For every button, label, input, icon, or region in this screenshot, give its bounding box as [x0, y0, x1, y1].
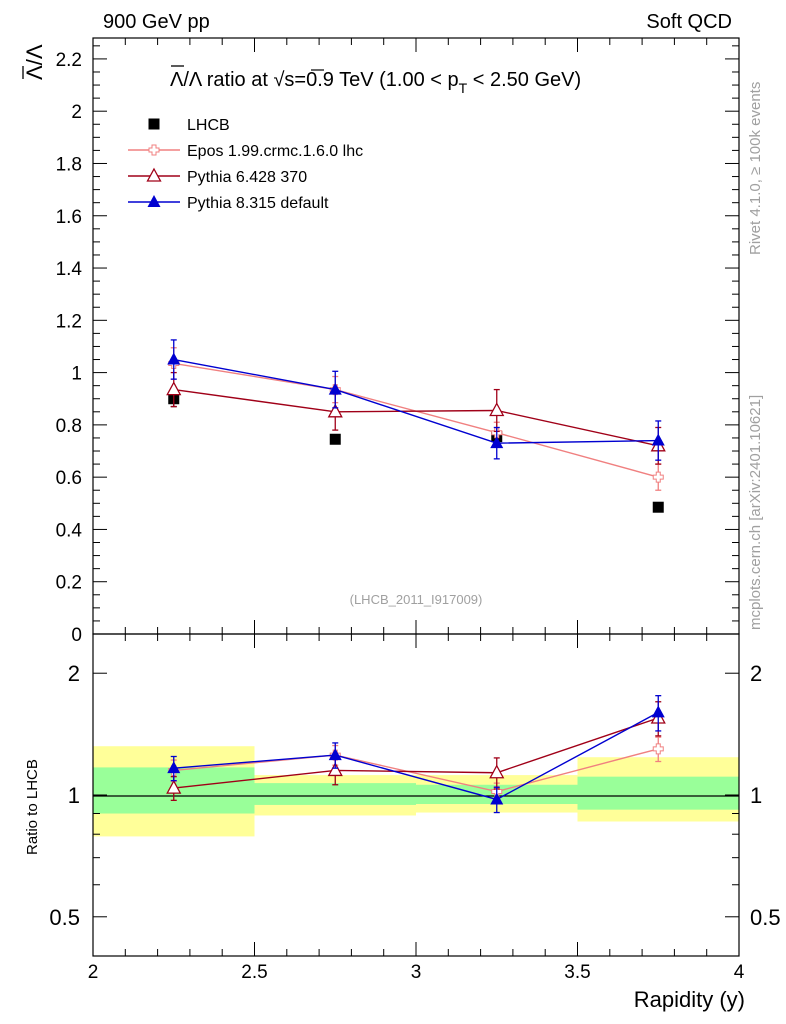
- x-tick-labels: 2 2.5 3 3.5 4: [88, 962, 745, 983]
- main-ytick-label: 1.4: [56, 259, 83, 280]
- legend-label-epos-1-99-crmc-1-6-0-lhc: Epos 1.99.crmc.1.6.0 lhc: [187, 143, 363, 160]
- main-series-pythia-6-428-370: [166, 371, 666, 465]
- main-point-pythia-8-315-default: [328, 382, 342, 395]
- main-title: Λ/Λ ratio at √s=0.9 TeV (1.00 < pT < 2.5…: [170, 65, 581, 96]
- main-point-pythia-8-315-default: [490, 436, 504, 449]
- ratio-band-green: [577, 776, 739, 810]
- ratio-point-pythia-8-315-default: [490, 792, 504, 805]
- header-right: Soft QCD: [646, 11, 732, 33]
- main-ytick-label: 1.2: [56, 311, 82, 332]
- main-ytick-label: 2: [71, 102, 82, 123]
- main-line-epos-1-99-crmc-1-6-0-lhc: [173, 362, 659, 478]
- main-ytick-label: 2.2: [56, 50, 82, 71]
- main-point-pythia-6-428-370: [489, 402, 505, 417]
- title-s: s=0.9 TeV (1.00 < p: [284, 69, 458, 91]
- x-tick-label: 2: [88, 962, 99, 983]
- x-axis-label: Rapidity (y): [634, 987, 745, 1012]
- svg-text:Λ/Λ ratio at √s=0.9 TeV (1.00: Λ/Λ ratio at √s=0.9 TeV (1.00 < pT < 2.5…: [170, 69, 581, 96]
- main-point-epos-1-99-crmc-1-6-0-lhc: [652, 471, 664, 483]
- ratio-plot-frame: [92, 633, 740, 957]
- main-series-epos-1-99-crmc-1-6-0-lhc: [168, 347, 664, 491]
- main-line-pythia-6-428-370: [173, 388, 659, 447]
- ratio-point-pythia-8-315-default: [328, 748, 342, 761]
- ratio-line-pythia-8-315-default: [173, 711, 659, 801]
- main-point-pythia-6-428-370: [166, 381, 182, 396]
- title-pre: /Λ ratio at: [183, 69, 273, 91]
- main-ytick-label: 0.2: [56, 573, 82, 594]
- ratio-ytick-label-right: 0.5: [750, 905, 781, 930]
- main-line-pythia-8-315-default: [173, 358, 659, 444]
- main-ytick-label: 0: [71, 625, 82, 646]
- title-lambda-bar: Λ: [170, 69, 184, 91]
- mcplots-label: mcplots.cern.ch [arXiv:2401.10621]: [747, 395, 764, 630]
- rivet-version-label: Rivet 4.1.0, ≥ 100k events: [747, 82, 764, 255]
- main-y-axis-label: Λ/Λ: [22, 44, 47, 80]
- legend-marker-pythia-6-428-370: [146, 167, 162, 182]
- ratio-plot-panel: 0.5 0.5 1 1 2 2: [49, 633, 781, 957]
- ratio-point-pythia-8-315-default: [167, 761, 181, 774]
- main-point-lhcb: [329, 433, 341, 445]
- ratio-ytick-label-left: 2: [68, 661, 80, 686]
- main-point-pythia-8-315-default: [651, 433, 665, 446]
- main-plot-panel: 0 0.2 0.4 0.6 0.8 1 1.2 1.4 1.6 1.8 2 2.2: [56, 37, 740, 646]
- ratio-ytick-label-right: 2: [750, 661, 762, 686]
- main-ytick-label: 0.4: [56, 520, 83, 541]
- x-tick-label: 2.5: [241, 962, 267, 983]
- ratio-ytick-label-right: 1: [750, 783, 762, 808]
- ratio-point-pythia-8-315-default: [651, 705, 665, 718]
- analysis-watermark: (LHCB_2011_I917009): [350, 592, 483, 607]
- ratio-ytick-label-left: 1: [68, 783, 80, 808]
- ratio-point-epos-1-99-crmc-1-6-0-lhc: [652, 743, 664, 755]
- header-left: 900 GeV pp: [103, 11, 210, 33]
- ratio-ytick-label-left: 0.5: [49, 905, 80, 930]
- main-ytick-label: 1.8: [56, 154, 82, 175]
- ratio-line-epos-1-99-crmc-1-6-0-lhc: [173, 748, 659, 793]
- legend-marker-pythia-8-315-default: [147, 195, 161, 207]
- title-post: < 2.50 GeV): [467, 69, 581, 91]
- x-tick-label: 4: [734, 962, 745, 983]
- main-point-lhcb: [652, 501, 664, 513]
- legend-marker-epos-1-99-crmc-1-6-0-lhc: [148, 144, 160, 156]
- ratio-point-pythia-6-428-370: [327, 762, 343, 777]
- ratio-point-pythia-6-428-370: [166, 779, 182, 794]
- legend-label-lhcb: LHCB: [187, 117, 230, 134]
- ratio-series-pythia-8-315-default: [167, 695, 665, 814]
- main-y-label-rest: /Λ: [22, 44, 47, 65]
- main-ytick-label: 1: [71, 364, 82, 385]
- title-subscript: T: [459, 80, 468, 96]
- x-tick-label: 3.5: [564, 962, 590, 983]
- ratio-point-pythia-6-428-370: [489, 764, 505, 779]
- x-tick-label: 3: [411, 962, 422, 983]
- main-series-lhcb: [168, 390, 664, 513]
- main-ytick-label: 0.6: [56, 468, 82, 489]
- main-ytick-label: 0.8: [56, 416, 82, 437]
- legend-label-pythia-6-428-370: Pythia 6.428 370: [187, 169, 307, 186]
- ratio-y-axis-label: Ratio to LHCB: [24, 759, 41, 855]
- ratio-band-green: [254, 783, 416, 805]
- svg-text:Λ/Λ: Λ/Λ: [22, 44, 47, 80]
- main-point-pythia-6-428-370: [327, 403, 343, 418]
- title-sqrt: √: [273, 69, 284, 91]
- main-series-pythia-8-315-default: [167, 339, 665, 461]
- main-ytick-label: 1.6: [56, 207, 82, 228]
- main-y-label-lambda-bar: Λ: [22, 65, 47, 80]
- legend: LHCB Epos 1.99.crmc.1.6.0 lhc Pythia 6.428…: [128, 117, 363, 212]
- legend-label-pythia-8-315-default: Pythia 8.315 default: [187, 195, 329, 212]
- ratio-line-pythia-6-428-370: [173, 717, 659, 789]
- main-point-pythia-8-315-default: [167, 352, 181, 365]
- legend-marker-lhcb: [148, 118, 160, 130]
